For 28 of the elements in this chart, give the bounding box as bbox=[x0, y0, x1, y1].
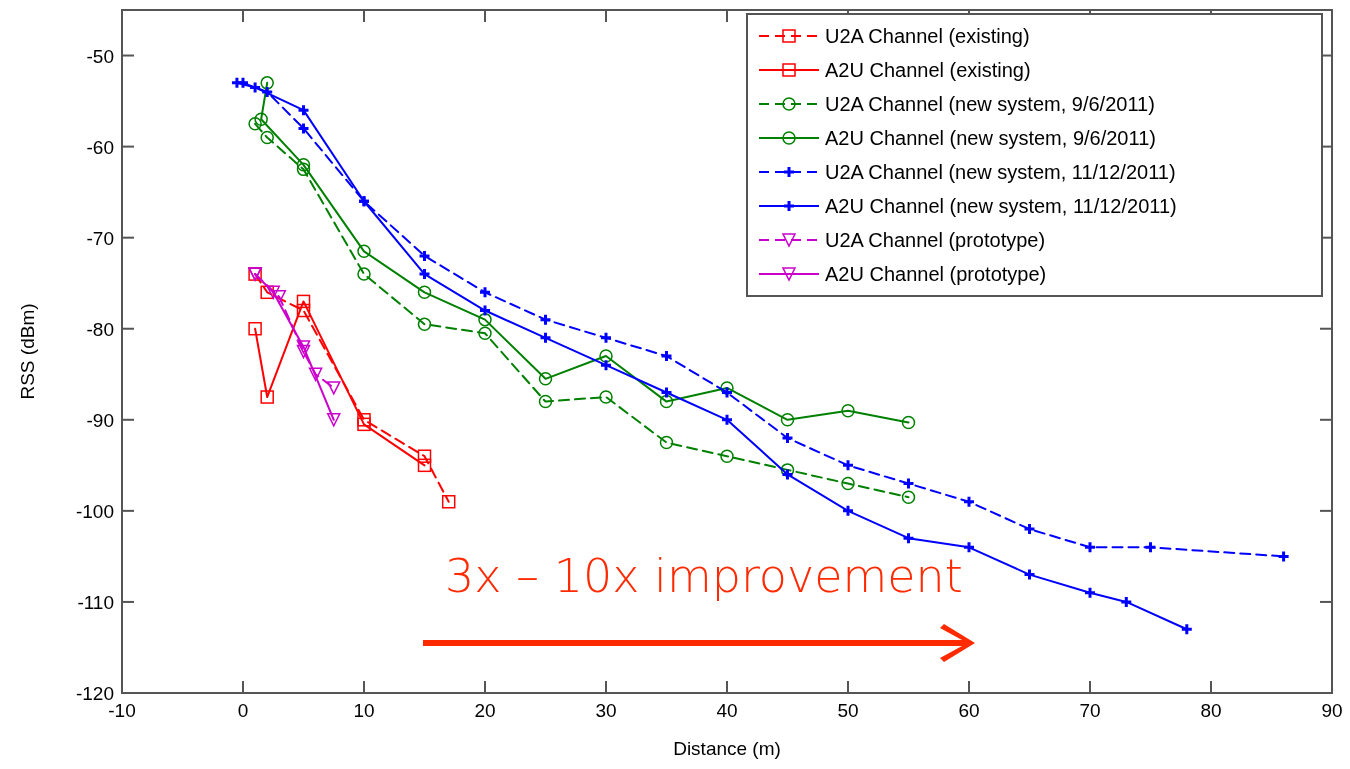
legend-label: A2U Channel (prototype) bbox=[825, 263, 1047, 285]
x-axis-title: Distance (m) bbox=[673, 738, 781, 759]
y-tick-label: -50 bbox=[86, 45, 114, 67]
y-tick-label: -100 bbox=[75, 500, 114, 522]
y-tick-label: -80 bbox=[86, 318, 114, 340]
x-tick-label: 0 bbox=[237, 700, 249, 721]
x-tick-label: 50 bbox=[837, 700, 859, 721]
x-tick-label: 40 bbox=[716, 700, 738, 721]
x-tick-label: 30 bbox=[595, 700, 617, 721]
legend-label: U2A Channel (new system, 11/12/2011) bbox=[825, 161, 1176, 183]
annotation: 3x – 10x improvement bbox=[445, 549, 963, 603]
x-tick-label: 20 bbox=[474, 700, 496, 721]
y-tick-label: -90 bbox=[86, 409, 114, 431]
y-tick-label: -70 bbox=[86, 227, 114, 249]
y-tick-label: -110 bbox=[77, 591, 114, 613]
legend-label: A2U Channel (existing) bbox=[825, 59, 1031, 81]
x-tick-label: 80 bbox=[1200, 700, 1222, 721]
x-tick-label: 90 bbox=[1321, 700, 1343, 721]
x-tick-label: 70 bbox=[1079, 700, 1101, 721]
legend-label: A2U Channel (new system, 9/6/2011) bbox=[825, 127, 1156, 149]
legend-label: U2A Channel (prototype) bbox=[825, 229, 1046, 251]
y-tick-label: -60 bbox=[86, 136, 114, 158]
legend-label: U2A Channel (existing) bbox=[825, 25, 1030, 47]
legend-label: A2U Channel (new system, 11/12/2011) bbox=[825, 195, 1177, 217]
y-axis-title: RSS (dBm) bbox=[17, 303, 38, 400]
legend-label: U2A Channel (new system, 9/6/2011) bbox=[825, 93, 1155, 115]
x-tick-label: 60 bbox=[958, 700, 980, 721]
x-tick-label: 10 bbox=[353, 700, 375, 721]
